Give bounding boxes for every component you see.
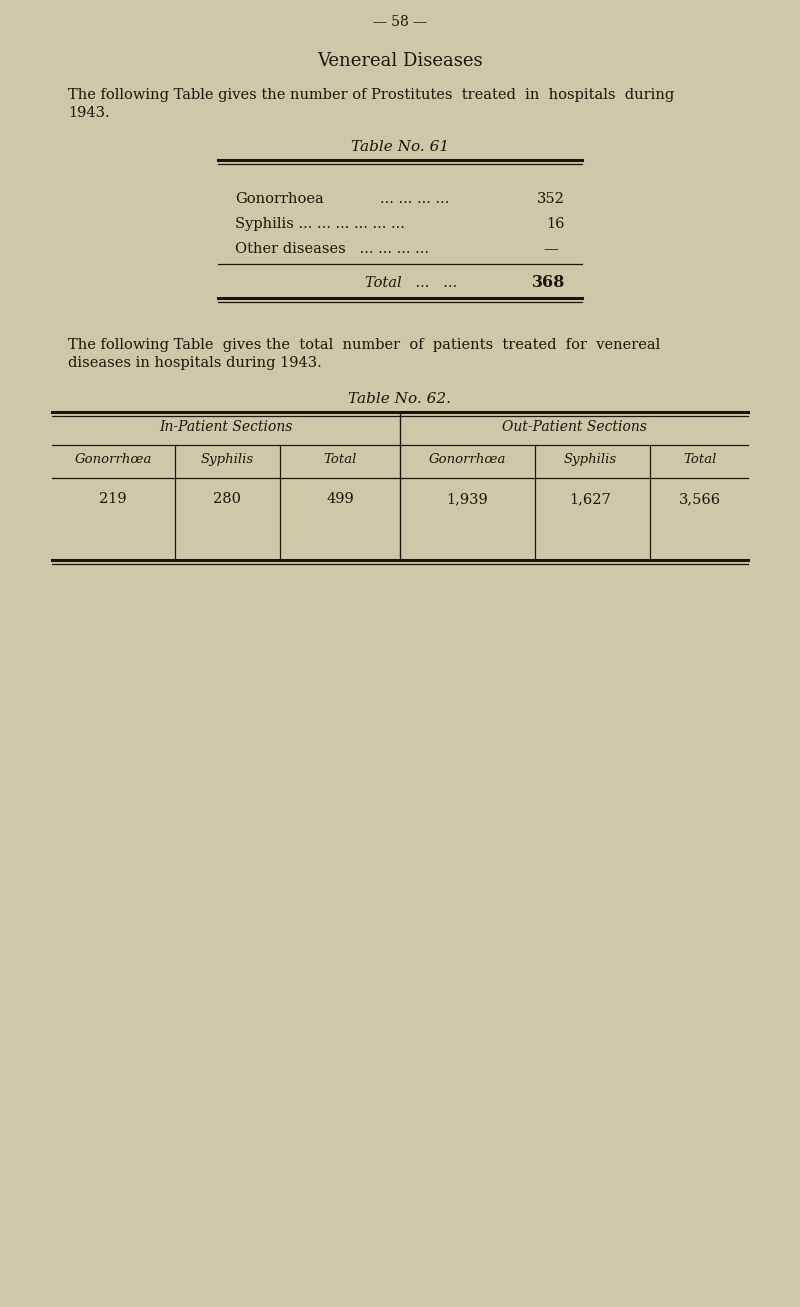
- Text: Syphilis: Syphilis: [201, 454, 254, 467]
- Text: 499: 499: [326, 491, 354, 506]
- Text: 1,939: 1,939: [446, 491, 488, 506]
- Text: Table No. 62.: Table No. 62.: [349, 392, 451, 406]
- Text: Total   ...   ...: Total ... ...: [365, 276, 457, 290]
- Text: The following Table  gives the  total  number  of  patients  treated  for  vener: The following Table gives the total numb…: [68, 339, 660, 352]
- Text: 16: 16: [546, 217, 565, 231]
- Text: 352: 352: [537, 192, 565, 207]
- Text: Total: Total: [683, 454, 717, 467]
- Text: 219: 219: [99, 491, 127, 506]
- Text: Gonorrhœa: Gonorrhœa: [74, 454, 152, 467]
- Text: 3,566: 3,566: [679, 491, 721, 506]
- Text: Other diseases   ... ... ... ...: Other diseases ... ... ... ...: [235, 242, 429, 256]
- Text: Gonorrhœa: Gonorrhœa: [428, 454, 506, 467]
- Text: Venereal Diseases: Venereal Diseases: [317, 52, 483, 71]
- Text: —: —: [543, 242, 558, 256]
- Text: 1,627: 1,627: [569, 491, 611, 506]
- Text: Table No. 61: Table No. 61: [351, 140, 449, 154]
- Text: Out-Patient Sections: Out-Patient Sections: [502, 420, 646, 434]
- Text: ... ... ... ...: ... ... ... ...: [380, 192, 450, 207]
- Text: Total: Total: [323, 454, 357, 467]
- Text: In-Patient Sections: In-Patient Sections: [159, 420, 293, 434]
- Text: 368: 368: [532, 274, 565, 291]
- Text: 280: 280: [213, 491, 241, 506]
- Text: The following Table gives the number of Prostitutes  treated  in  hospitals  dur: The following Table gives the number of …: [68, 88, 674, 102]
- Text: Syphilis: Syphilis: [563, 454, 617, 467]
- Text: — 58 —: — 58 —: [373, 14, 427, 29]
- Text: Gonorrhoea: Gonorrhoea: [235, 192, 324, 207]
- Text: Syphilis ... ... ... ... ... ...: Syphilis ... ... ... ... ... ...: [235, 217, 405, 231]
- Text: diseases in hospitals during 1943.: diseases in hospitals during 1943.: [68, 356, 322, 370]
- Text: 1943.: 1943.: [68, 106, 110, 120]
